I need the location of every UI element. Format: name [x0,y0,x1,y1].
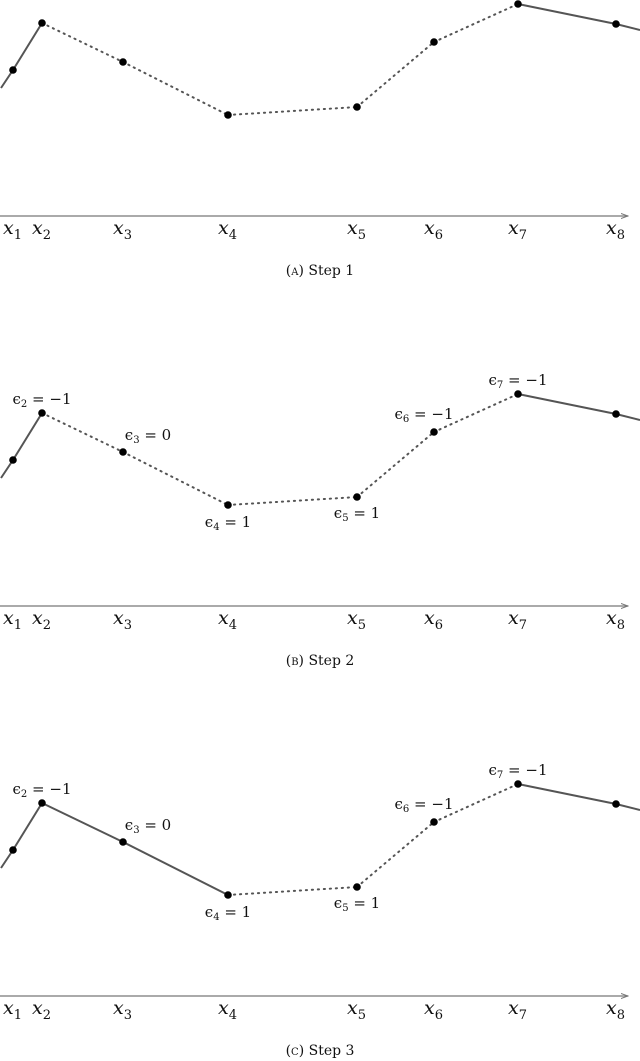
curve-point-x5 [353,493,361,501]
axis-label-x8: x8 [606,607,625,633]
axis-label-x8: x8 [606,997,625,1023]
curve-segment-5-6-dotted [356,821,435,888]
axis-label-x2: x2 [32,997,51,1023]
curve-point-x2 [38,19,46,27]
epsilon-label-4: ϵ4 = 1 [205,513,251,533]
curve-segment-4-5-dotted [227,886,358,896]
axis-label-x1: x1 [3,607,22,633]
curve-point-x1 [9,66,17,74]
curve-point-x8 [612,410,620,418]
axis-label-x5: x5 [347,997,366,1023]
axis-label-x8: x8 [606,217,625,243]
epsilon-label-3: ϵ3 = 0 [125,426,171,446]
curve-segment-6-7-dotted [433,3,519,43]
axis-label-x1: x1 [3,997,22,1023]
axis-label-x7: x7 [508,997,527,1023]
curve-segment-1-2-solid [12,412,43,461]
panel-caption: (B) Step 2 [286,653,355,669]
curve-point-x5 [353,883,361,891]
curve-segment-2-3-dotted [41,22,124,63]
curve-segment-2-3-solid [41,802,124,843]
epsilon-label-4: ϵ4 = 1 [205,903,251,923]
curve-point-x6 [430,428,438,436]
curve-point-x4 [224,891,232,899]
curve-point-x7 [514,0,522,8]
curve-segment-7-8-solid [517,393,617,415]
curve-segment-3-4-dotted [122,451,229,506]
epsilon-label-6: ϵ6 = −1 [395,795,454,815]
axis-label-x6: x6 [424,997,443,1023]
epsilon-label-3: ϵ3 = 0 [125,816,171,836]
curve-point-x3 [119,838,127,846]
curve-point-x2 [38,409,46,417]
curve-point-x1 [9,456,17,464]
axis-label-x6: x6 [424,217,443,243]
curve-point-x6 [430,818,438,826]
curve-point-x1 [9,846,17,854]
panel-caption: (A) Step 1 [286,263,354,279]
axis-label-x7: x7 [508,217,527,243]
curve-segment-2-3-dotted [41,412,124,453]
curve-segment-5-6-dotted [356,41,435,108]
curve-point-x4 [224,111,232,119]
curve-segment-5-6-dotted [356,431,435,498]
panel-step-2: x1 x2 x3 x4 x5 x6 x7 x8 ϵ2 = −1 ϵ3 = 0 ϵ4 = 1 ϵ5 = … [0,371,640,669]
panel-step-3: x1 x2 x3 x4 x5 x6 x7 x8 ϵ2 = −1 ϵ3 = 0 ϵ4 = 1 ϵ5 = … [0,761,640,1059]
epsilon-label-7: ϵ7 = −1 [489,761,548,781]
curve-segment-3-4-solid [122,841,229,896]
curve-point-x8 [612,800,620,808]
axis-label-x1: x1 [3,217,22,243]
curve-tail [615,413,640,421]
curve-point-x6 [430,38,438,46]
axis-label-x4: x4 [218,217,237,243]
curve-point-x8 [612,20,620,28]
curve-point-x7 [514,390,522,398]
axis-label-x5: x5 [347,607,366,633]
curve-segment-4-5-dotted [227,106,358,116]
axis-label-x3: x3 [113,997,132,1023]
epsilon-label-2: ϵ2 = −1 [13,780,72,800]
axis-label-x5: x5 [347,217,366,243]
epsilon-label-5: ϵ5 = 1 [334,504,380,524]
curve-segment-3-4-dotted [122,61,229,116]
axis-label-x2: x2 [32,217,51,243]
epsilon-label-5: ϵ5 = 1 [334,894,380,914]
epsilon-label-6: ϵ6 = −1 [395,405,454,425]
curve-tail [615,803,640,811]
curve-point-x3 [119,448,127,456]
axis-label-x4: x4 [218,607,237,633]
panel-caption: (C) Step 3 [286,1043,355,1059]
axis-label-x7: x7 [508,607,527,633]
curve-segment-7-8-solid [517,783,617,805]
curve-point-x3 [119,58,127,66]
curve-point-x5 [353,103,361,111]
curve-point-x2 [38,799,46,807]
axis-label-x3: x3 [113,217,132,243]
axis-label-x2: x2 [32,607,51,633]
axis-label-x6: x6 [424,607,443,633]
axis-label-x4: x4 [218,997,237,1023]
curve-point-x7 [514,780,522,788]
panel-step-1: x1 x2 x3 x4 x5 x6 x7 x8 (A) Step 1 [0,0,640,279]
curve-segment-4-5-dotted [227,496,358,506]
curve-point-x4 [224,501,232,509]
epsilon-label-2: ϵ2 = −1 [13,390,72,410]
curve-segment-1-2-solid [12,802,43,851]
curve-tail [615,23,640,31]
curve-segment-1-2-solid [12,22,43,71]
curve-segment-7-8-solid [517,3,617,25]
axis-label-x3: x3 [113,607,132,633]
epsilon-label-7: ϵ7 = −1 [489,371,548,391]
